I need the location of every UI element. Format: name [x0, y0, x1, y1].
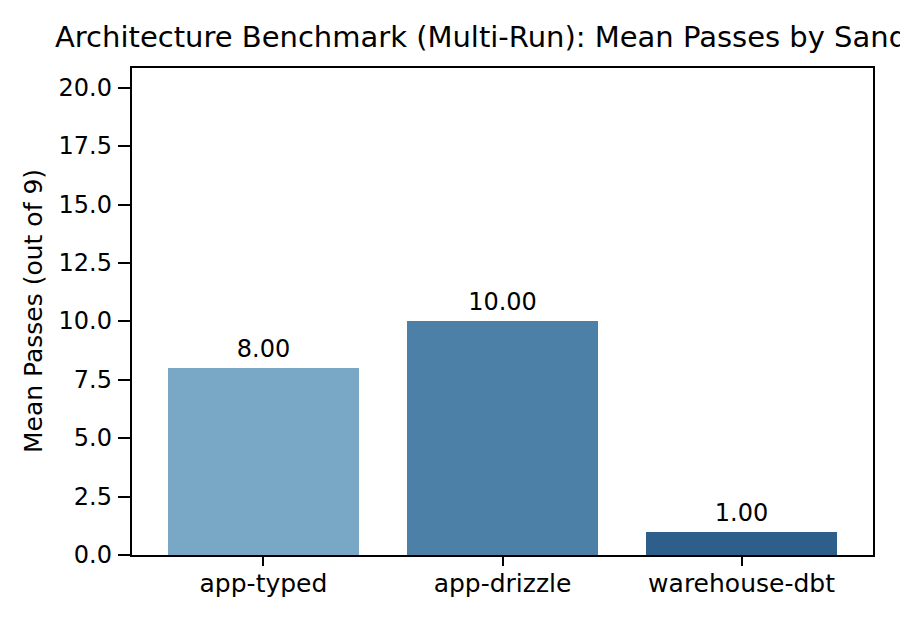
chart-title: Architecture Benchmark (Multi-Run): Mean… — [55, 22, 900, 54]
y-tick-mark — [118, 320, 130, 322]
y-tick-label: 7.5 — [0, 368, 112, 392]
bar-warehouse-dbt — [646, 532, 837, 555]
bar-value-label: 1.00 — [715, 499, 768, 527]
y-tick-label: 15.0 — [0, 193, 112, 217]
x-tick-mark — [262, 555, 264, 566]
category-label: app-drizzle — [434, 569, 572, 599]
figure: { "chart_data": { "type": "bar", "title"… — [0, 0, 900, 623]
y-tick-mark — [118, 379, 130, 381]
category-label: warehouse-dbt — [648, 569, 835, 599]
x-tick-mark — [741, 555, 743, 566]
y-tick-mark — [118, 437, 130, 439]
y-tick-label: 10.0 — [0, 309, 112, 333]
y-tick-label: 17.5 — [0, 134, 112, 158]
y-tick-mark — [118, 145, 130, 147]
y-tick-label: 5.0 — [0, 426, 112, 450]
y-tick-mark — [118, 496, 130, 498]
x-tick-mark — [502, 555, 504, 566]
y-tick-mark — [118, 87, 130, 89]
y-tick-label: 0.0 — [0, 543, 112, 567]
y-tick-label: 20.0 — [0, 76, 112, 100]
bar-value-label: 10.00 — [468, 288, 537, 316]
plot-area: 0.02.55.07.510.012.515.017.520.08.00app-… — [130, 66, 875, 557]
y-tick-mark — [118, 554, 130, 556]
category-label: app-typed — [200, 569, 328, 599]
y-tick-mark — [118, 262, 130, 264]
bar-app-drizzle — [407, 321, 598, 555]
y-tick-label: 2.5 — [0, 485, 112, 509]
y-tick-mark — [118, 204, 130, 206]
bar-app-typed — [168, 368, 359, 555]
bar-value-label: 8.00 — [237, 335, 290, 363]
y-tick-label: 12.5 — [0, 251, 112, 275]
